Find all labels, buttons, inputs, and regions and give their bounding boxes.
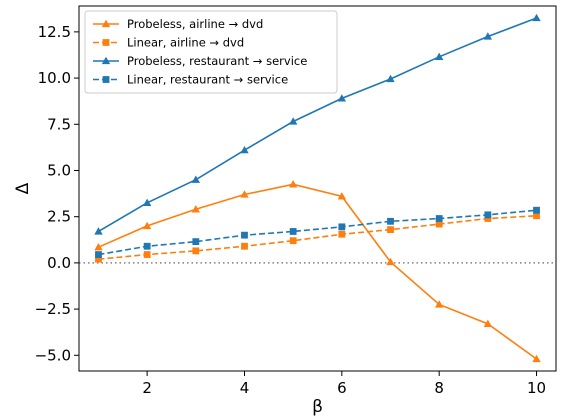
data-point xyxy=(387,217,394,225)
legend-entry: Probeless, restaurant → service xyxy=(93,54,307,68)
data-point xyxy=(434,52,444,60)
x-axis-label: β xyxy=(312,397,323,417)
legend-label: Probeless, airline → dvd xyxy=(127,17,263,31)
data-point xyxy=(95,255,102,263)
data-point xyxy=(386,257,395,266)
series-1 xyxy=(94,180,541,363)
series-line xyxy=(98,209,537,256)
series-3 xyxy=(94,13,541,235)
data-point xyxy=(288,117,298,125)
data-point xyxy=(533,212,540,220)
data-point xyxy=(240,145,249,154)
data-point xyxy=(435,220,443,228)
x-axis: 2 4 6 8 10 xyxy=(142,371,546,397)
data-point xyxy=(143,242,151,250)
data-point xyxy=(192,247,200,255)
data-point xyxy=(337,94,347,102)
data-point xyxy=(386,74,395,83)
legend-entry: Linear, airline → dvd xyxy=(93,36,244,50)
y-tick-label: 5.0 xyxy=(47,161,71,179)
data-point xyxy=(191,205,201,213)
data-point xyxy=(484,215,492,222)
data-point xyxy=(191,175,201,183)
legend-entry: Probeless, airline → dvd xyxy=(93,17,263,31)
y-tick-label: 10.0 xyxy=(38,69,71,87)
legend-marker xyxy=(102,76,110,83)
plot-frame xyxy=(78,5,557,372)
legend-entry: Linear, restaurant → service xyxy=(93,73,288,87)
y-tick-label: 12.5 xyxy=(38,23,71,41)
data-point xyxy=(192,238,200,246)
data-point xyxy=(94,227,103,235)
y-tick-label: 7.5 xyxy=(47,115,71,133)
x-tick-label: 10 xyxy=(527,379,546,397)
data-point xyxy=(241,242,248,250)
data-point xyxy=(338,230,346,238)
series-2 xyxy=(95,212,540,263)
data-point xyxy=(142,221,152,230)
data-point xyxy=(338,223,346,231)
x-tick-label: 2 xyxy=(142,379,152,397)
legend-label: Linear, restaurant → service xyxy=(127,73,288,87)
data-point xyxy=(532,354,541,363)
data-point xyxy=(532,13,541,22)
y-tick-label: −5.0 xyxy=(35,346,71,364)
legend-label: Linear, airline → dvd xyxy=(127,36,244,50)
series-line xyxy=(98,17,537,233)
data-point xyxy=(483,319,493,328)
x-tick-label: 6 xyxy=(337,379,347,397)
y-tick-label: 2.5 xyxy=(47,208,71,226)
data-point xyxy=(533,206,540,214)
legend: Probeless, airline → dvd Linear, airline … xyxy=(84,10,338,94)
data-point xyxy=(483,32,493,40)
legend-marker xyxy=(101,19,111,28)
data-point xyxy=(95,251,102,258)
data-point xyxy=(143,251,151,258)
y-axis-label: Δ xyxy=(13,182,33,194)
legend-marker xyxy=(101,56,111,65)
data-point xyxy=(240,190,249,198)
series-layer xyxy=(94,13,541,363)
data-point xyxy=(289,228,297,235)
data-point xyxy=(337,192,347,200)
data-point xyxy=(288,180,298,188)
legend-frame xyxy=(84,10,338,94)
data-point xyxy=(241,231,248,239)
data-point xyxy=(142,198,152,206)
series-line xyxy=(98,214,537,260)
data-point xyxy=(387,226,394,234)
x-tick-label: 8 xyxy=(434,379,444,397)
data-point xyxy=(435,215,443,222)
data-point xyxy=(434,300,444,308)
y-tick-label: −2.5 xyxy=(35,300,71,318)
series-4 xyxy=(95,206,540,258)
x-tick-label: 4 xyxy=(240,379,250,397)
legend-label: Probeless, restaurant → service xyxy=(127,54,307,68)
legend-marker xyxy=(102,39,110,46)
series-line xyxy=(98,183,537,360)
data-point xyxy=(289,237,297,245)
y-axis: −5.0 −2.5 0.0 2.5 5.0 7.5 10.0 12.5 xyxy=(35,23,79,364)
data-point xyxy=(484,211,492,219)
y-tick-label: 0.0 xyxy=(47,254,71,272)
data-point xyxy=(94,242,103,251)
